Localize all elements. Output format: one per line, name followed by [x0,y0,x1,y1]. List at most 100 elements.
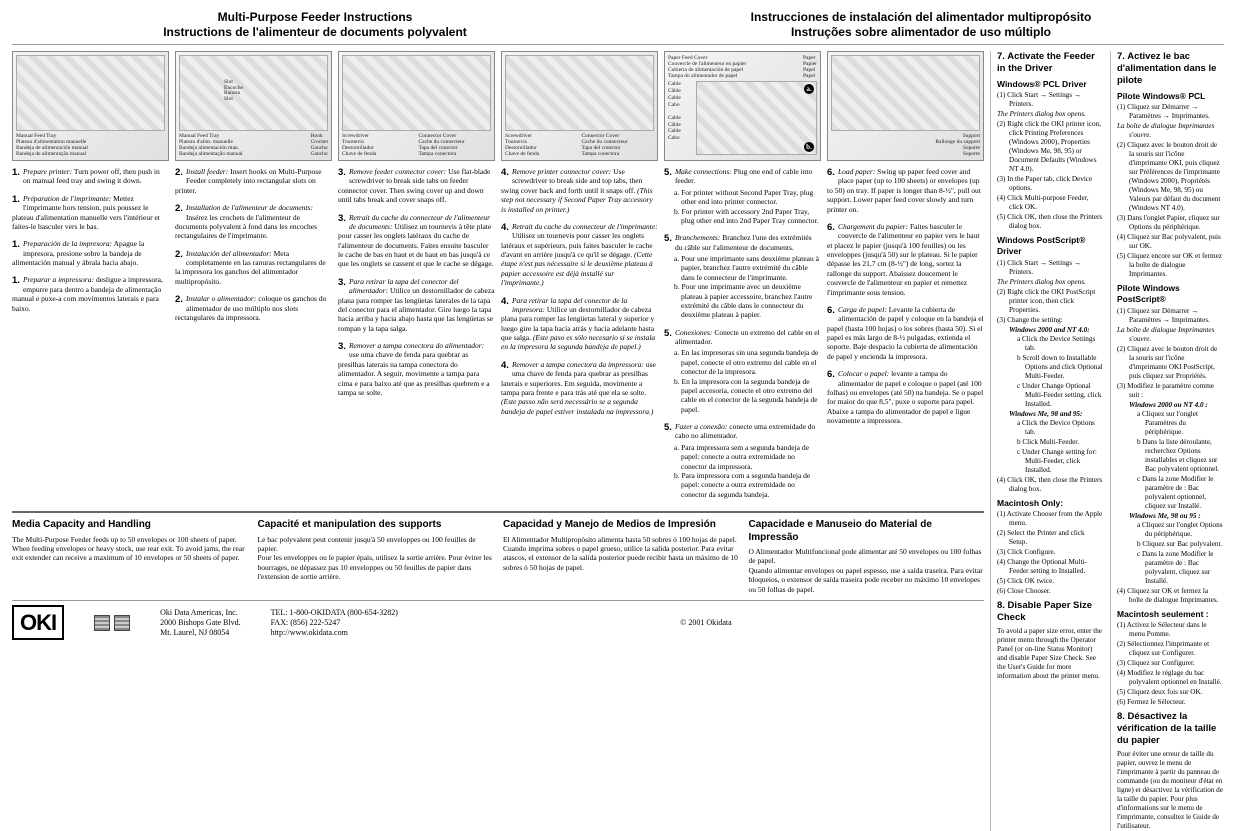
diagram-label: Cable [668,81,694,88]
footer-address: Oki Data Americas, Inc. 2000 Bishops Gat… [160,608,240,638]
capacity-text: Quando alimentar envelopes ou papel espe… [749,566,985,594]
list-item: (1) Activez le Sélecteur dans le menu Po… [1117,621,1224,639]
list-item: a Cliquez sur l'onglet Paramètres du pér… [1137,410,1224,437]
section-8-body: Pour éviter une erreur de taille du papi… [1117,750,1224,831]
step-5-fr: 5.Branchements: Branchez l'une des extré… [664,233,821,319]
connection-illustration-icon: a. b. [696,81,817,155]
step-3-es: 3.Para retirar la tapa del conector del … [338,277,495,333]
diagram-4: Screwdriver Tournevis Destornillador Cha… [501,51,658,161]
step-1-pt: 1.Preparar a impressora: desligue a impr… [12,275,169,313]
list-item: (5) Cliquez encore sur OK et fermez la b… [1117,252,1224,279]
footer-copyright: © 2001 Okidata [428,618,984,628]
capacity-text: O Alimentador Multifuncional pode alimen… [749,547,985,566]
ps-driver-heading: Pilote Windows PostScript® [1117,283,1224,304]
capacity-section: Media Capacity and Handling The Multi-Pu… [12,511,984,594]
title-left-l1: Multi-Purpose Feeder Instructions [12,10,618,25]
capacity-heading: Media Capacity and Handling [12,519,248,532]
step-6-fr: 6.Chargement du papier: Faites basculer … [827,222,984,297]
list-item: (2) Sélectionnez l'imprimante et cliquez… [1117,640,1224,658]
step-6-es: 6.Carga de papel: Levante la cubierta de… [827,305,984,361]
list-item: La boîte de dialogue Imprimantes s'ouvre… [1117,326,1224,344]
diagram-1: Manual Feed Tray Plateau d'alimentation … [12,51,169,161]
list-item: The Printers dialog box opens. [997,278,1104,287]
capacity-text: The Multi-Purpose Feeder feeds up to 50 … [12,535,248,544]
step-4-en: 4.Remove printer connector cover: Use sc… [501,167,658,214]
list-item: (2) Right click the OKI PostScript print… [997,288,1104,315]
title-bar: Multi-Purpose Feeder Instructions Instru… [12,10,1224,45]
list-item: (2) Right click the OKI printer icon, cl… [997,120,1104,174]
capacity-text: El Alimentador Multipropósito alimenta h… [503,535,739,544]
title-right-l2: Instruções sobre alimentador de uso múlt… [618,25,1224,40]
diagram-label: Chave de fenda [342,151,415,157]
section-8-body: To avoid a paper size error, enter the p… [997,627,1104,681]
recycle-icon [94,615,110,631]
diagram-label: Suporte [831,151,980,157]
oki-logo-icon: OKI [12,605,64,641]
diagram-2: Manual Feed Tray Plateau d'alim. manuell… [175,51,332,161]
capacity-text: When feeding envelopes or heavy stock, u… [12,544,248,563]
diagram-row: Manual Feed Tray Plateau d'alimentation … [12,51,984,167]
capacity-en: Media Capacity and Handling The Multi-Pu… [12,519,248,594]
diagram-label: Bandeja de alimentação manual [16,151,165,157]
list-item: c Dans la zone Modifier le paramètre de … [1137,550,1224,586]
os-label: Windows Me, 98 ou 95 : [1129,512,1224,521]
capacity-heading: Capacidad y Manejo de Medios de Impresió… [503,519,739,532]
list-item: (6) Fermez le Sélecteur. [1117,698,1224,707]
diagram-label: Câble [668,88,694,95]
list-item: a Click the Device Settings tab. [1017,335,1104,353]
list-item: (1) Cliquez sur Démarrer → Paramètres → … [1117,307,1224,325]
title-left-l2: Instructions de l'alimenteur de document… [12,25,618,40]
step-1-fr: 1.Préparation de l'imprimante: Mettez l'… [12,194,169,232]
diagram-label: Cabo [668,102,694,109]
list-item: (6) Close Chooser. [997,587,1104,596]
diagram-label: Câble [668,122,694,129]
section-8-heading: 8. Disable Paper Size Check [997,600,1104,624]
list-item: a Click the Device Options tab. [1017,419,1104,437]
diagram-label: Tampa conectora [419,151,492,157]
title-right: Instrucciones de instalación del aliment… [618,10,1224,40]
list-item: (3) Modifiez le paramètre comme suit : [1117,382,1224,400]
step-col-6: 6.Load paper: Swing up paper feed cover … [827,167,984,507]
list-item: (4) Click OK, then close the Printers di… [997,476,1104,494]
recycle-icon [114,615,130,631]
diagram-label: Bandeja alimentação manual [179,151,307,157]
list-item: (1) Cliquez sur Démarrer → Paramètres → … [1117,103,1224,121]
list-item: c Dans la zone Modifier le paramètre de … [1137,475,1224,511]
list-item: (1) Click Start → Settings → Printers. [997,91,1104,109]
driver-columns: 7. Activate the Feeder in the Driver Win… [990,51,1224,831]
driver-col-fr: 7. Activez le bac d'alimentation dans le… [1110,51,1224,831]
step-1-es: 1.Preparación de la impresora: Apague la… [12,239,169,267]
step-2-en: 2.Install feeder: Insert hooks on Multi-… [175,167,332,195]
badge-b-icon: b. [804,142,814,152]
diagram-6: Support Rallonge du support Soporte Supo… [827,51,984,161]
list-item: (2) Select the Printer and click Setup. [997,529,1104,547]
list-item: (3) In the Paper tab, click Device optio… [997,175,1104,193]
diagram-label: Papel [803,73,817,79]
step-3-en: 3.Remove feeder connector cover: Use fla… [338,167,495,205]
section-7-heading: 7. Activez le bac d'alimentation dans le… [1117,51,1224,87]
feeder-illustration-icon [179,55,328,131]
ps-driver-heading: Windows PostScript® Driver [997,235,1104,256]
step-4-fr: 4.Retrait du cache du connecteur de l'im… [501,222,658,288]
footer-contact: TEL: 1-800-OKIDATA (800-654-3282) FAX: (… [271,608,398,638]
step-col-4: 4.Remove printer connector cover: Use sc… [501,167,658,507]
step-2-fr: 2.Installation de l'alimenteur de docume… [175,203,332,241]
step-3-fr: 3.Retrait du cache du connecteur de l'al… [338,213,495,269]
capacity-text: Pour les enveloppes ou le papier épais, … [258,553,494,581]
steps-text: 1.Prepare printer: Turn power off, then … [12,167,984,507]
list-item: c Under Change setting for: Multi-Feeder… [1017,448,1104,475]
list-item: a Cliquez sur l'onglet Options du périph… [1137,521,1224,539]
list-item: b Dans la liste déroulante, recherchez O… [1137,438,1224,474]
list-item: (3) Dans l'onglet Papier, cliquez sur Op… [1117,214,1224,232]
list-item: (4) Click Multi-purpose Feeder, click OK… [997,194,1104,212]
diagram-label: Gancho [311,151,328,157]
step-3-pt: 3.Remover a tampa conectora do alimentad… [338,341,495,397]
mac-heading: Macintosh Only: [997,498,1104,509]
list-item: b Scroll down to Installable Options and… [1017,354,1104,381]
list-item: b Cliquez sur Bac polyvalent. [1137,540,1224,549]
list-item: (3) Change the setting: [997,316,1104,325]
screwdriver-illustration-icon [342,55,491,131]
diagram-label: Cable [668,115,694,122]
list-item: (5) Click OK twice. [997,577,1104,586]
pcl-driver-heading: Pilote Windows® PCL [1117,91,1224,102]
